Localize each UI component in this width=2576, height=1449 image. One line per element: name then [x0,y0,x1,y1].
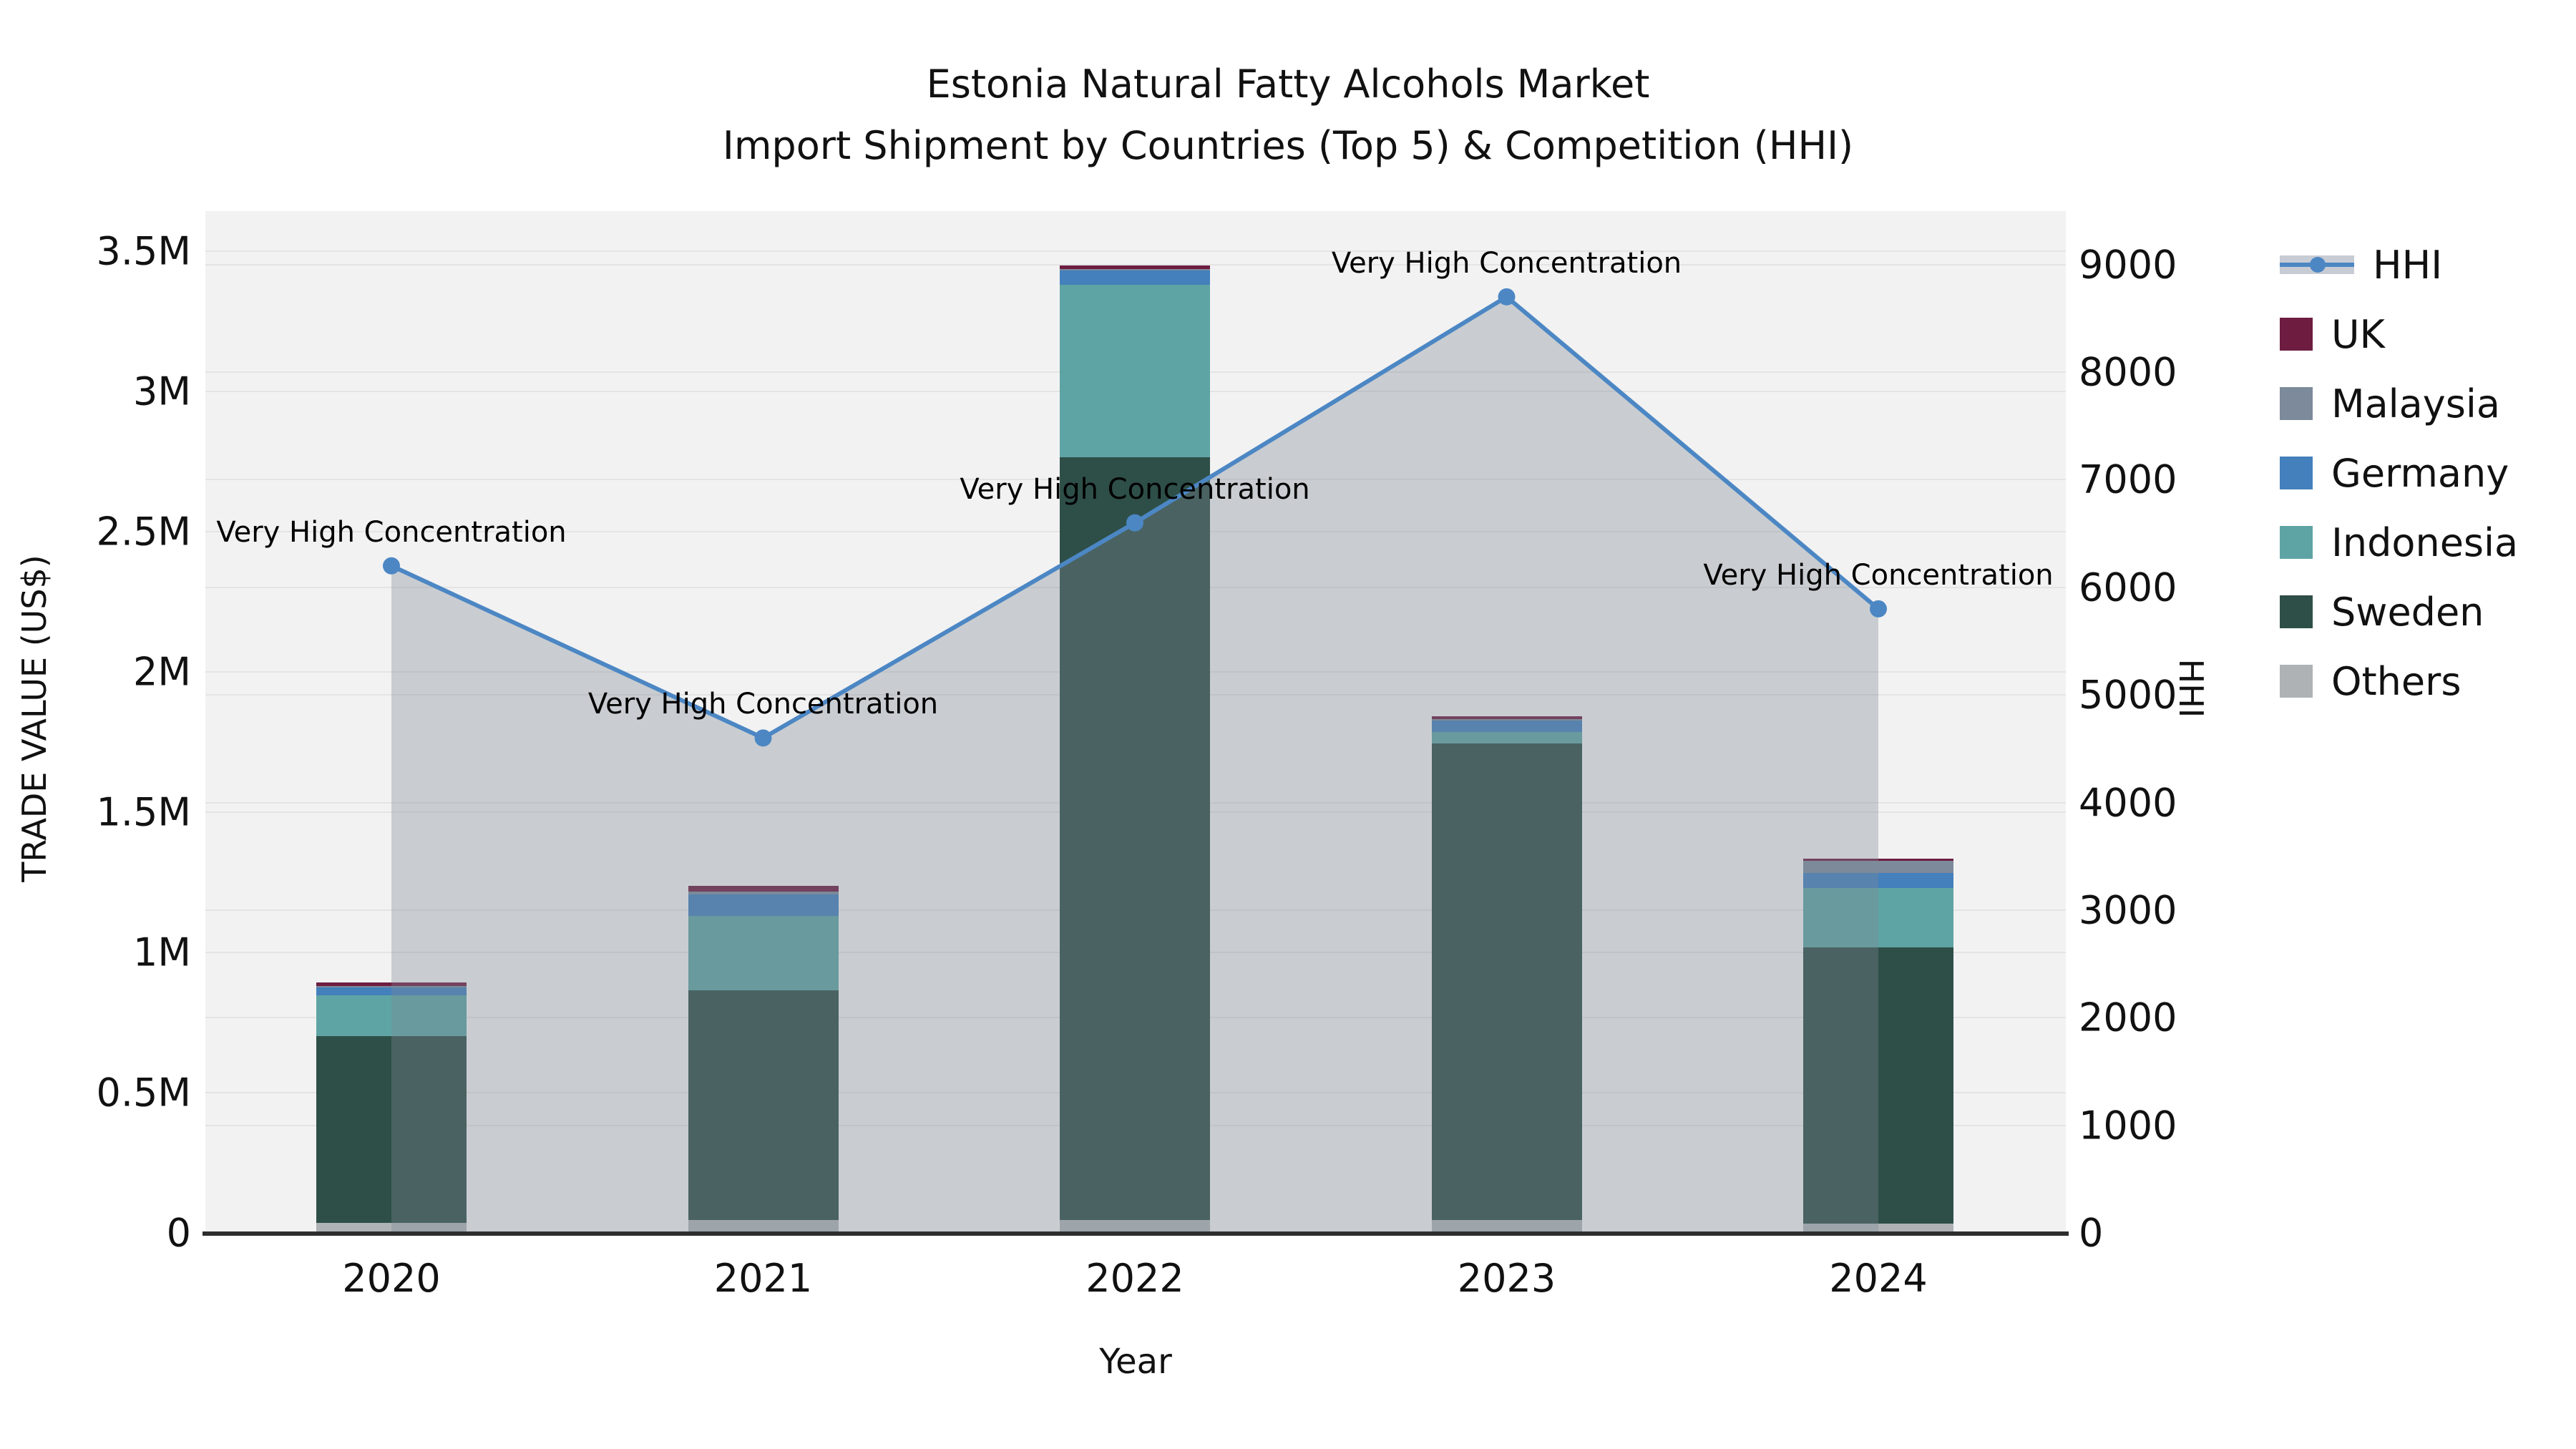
hhi-marker [383,557,400,575]
bar-segment-uk-2024 [1803,858,1953,861]
annotation-label: Very High Concentration [587,688,939,721]
bar-segment-sweden-2022 [1060,457,1210,1220]
hhi-legend-marker [2310,257,2326,273]
x-tick-2022: 2022 [1085,1256,1184,1301]
annotation-label: Very High Concentration [1331,246,1682,280]
y-left-tick-1M: 1M [133,930,191,975]
annotation-label: Very High Concentration [216,515,567,549]
legend-item-germany: Germany [2280,450,2509,496]
bar-segment-indonesia-2020 [316,995,467,1037]
annotation-label: Very High Concentration [960,472,1310,506]
y-right-tick-2000: 2000 [2079,995,2177,1040]
legend-label: Indonesia [2331,519,2519,565]
bar-segment-others-2023 [1431,1219,1582,1233]
y-right-tick-8000: 8000 [2079,349,2177,395]
hhi-marker [1870,600,1887,618]
y-right-tick-6000: 6000 [2079,565,2177,610]
gridline [205,250,2066,252]
hhi-overlay [383,288,1887,1233]
bar-segment-malaysia-2023 [1431,719,1582,721]
chart-title-line2: Import Shipment by Countries (Top 5) & C… [722,123,1854,168]
x-tick-2024: 2024 [1829,1256,1928,1301]
legend-label: Sweden [2331,589,2484,635]
legend-swatch-indonesia [2280,526,2313,559]
bar-segment-uk-2022 [1060,265,1210,269]
y-left-tick-3M: 3M [133,369,191,414]
bar-segment-uk-2021 [688,886,839,892]
legend-label: Germany [2331,450,2509,496]
x-tick-2023: 2023 [1457,1256,1556,1301]
legend-item-sweden: Sweden [2280,589,2484,635]
plot-area: Very High Concentration Very High Concent… [205,211,2066,1233]
y-right-tick-5000: 5000 [2079,672,2177,718]
y-right-tick-1000: 1000 [2079,1103,2177,1148]
legend-item-malaysia: Malaysia [2280,381,2500,426]
y-axis-left-title: TRADE VALUE (US$) [15,555,54,882]
bar-segment-sweden-2021 [688,990,839,1220]
legend-label: HHI [2373,242,2443,288]
bar-segment-malaysia-2022 [1060,268,1210,270]
gridline [205,263,2066,265]
bar-segment-malaysia-2024 [1803,860,1953,873]
bar-segment-indonesia-2024 [1803,887,1953,947]
legend-swatch-sweden [2280,595,2313,628]
y-right-tick-9000: 9000 [2079,242,2177,288]
bar-segment-germany-2024 [1803,872,1953,888]
y-right-tick-4000: 4000 [2079,780,2177,826]
bar-segment-germany-2022 [1060,270,1210,285]
bar-segment-uk-2020 [316,982,467,986]
legend-swatch-malaysia [2280,387,2313,420]
bar-segment-sweden-2020 [316,1036,467,1223]
annotation-label: Very High Concentration [1703,558,2054,592]
legend: HHI UK Malaysia Germany Indonesia Sweden Other… [2280,243,2576,716]
x-tick-2020: 2020 [342,1256,441,1301]
hhi-legend-sample-icon [2280,248,2354,281]
y-left-tick-0.5M: 0.5M [96,1070,191,1116]
bar-segment-germany-2023 [1431,721,1582,732]
x-tick-2021: 2021 [713,1256,813,1301]
y-right-tick-3000: 3000 [2079,887,2177,933]
bar-segment-others-2021 [688,1219,839,1233]
legend-item-indonesia: Indonesia [2280,519,2519,565]
y-right-tick-0: 0 [2079,1210,2104,1256]
hhi-marker [1126,514,1143,532]
hhi-marker [1498,288,1516,306]
x-axis-line [203,1231,2069,1236]
y-left-tick-1.5M: 1.5M [96,789,191,835]
y-left-tick-3.5M: 3.5M [96,228,191,274]
bar-segment-others-2022 [1060,1219,1210,1233]
x-axis-title: Year [1099,1342,1172,1382]
bar-segment-sweden-2023 [1431,743,1582,1220]
legend-item-uk: UK [2280,311,2385,357]
legend-item-others: Others [2280,658,2462,704]
hhi-area-fill [391,296,1878,1233]
legend-label: UK [2331,311,2385,357]
bar-segment-others-2020 [316,1222,467,1233]
bar-segment-uk-2023 [1431,716,1582,720]
bar-segment-malaysia-2021 [688,892,839,895]
y-left-tick-2.5M: 2.5M [96,509,191,555]
bar-segment-malaysia-2020 [316,985,467,987]
hhi-marker [754,729,772,747]
legend-swatch-uk [2280,318,2313,351]
legend-label: Others [2331,658,2462,704]
y-left-tick-2M: 2M [133,649,191,695]
y-left-tick-0: 0 [166,1210,191,1256]
legend-swatch-germany [2280,457,2313,489]
bar-segment-germany-2020 [316,987,467,996]
chart-title-line1: Estonia Natural Fatty Alcohols Market [926,62,1650,107]
bar-segment-indonesia-2021 [688,916,839,990]
legend-item-hhi: HHI [2280,242,2443,288]
bar-segment-indonesia-2023 [1431,731,1582,743]
bar-segment-indonesia-2022 [1060,284,1210,457]
legend-label: Malaysia [2331,381,2500,426]
legend-swatch-others [2280,665,2313,698]
y-axis-right-title: HHI [2172,658,2210,718]
y-right-tick-7000: 7000 [2079,457,2177,502]
bar-segment-germany-2021 [688,894,839,917]
bar-segment-sweden-2024 [1803,947,1953,1224]
bar-segment-others-2024 [1803,1224,1953,1233]
